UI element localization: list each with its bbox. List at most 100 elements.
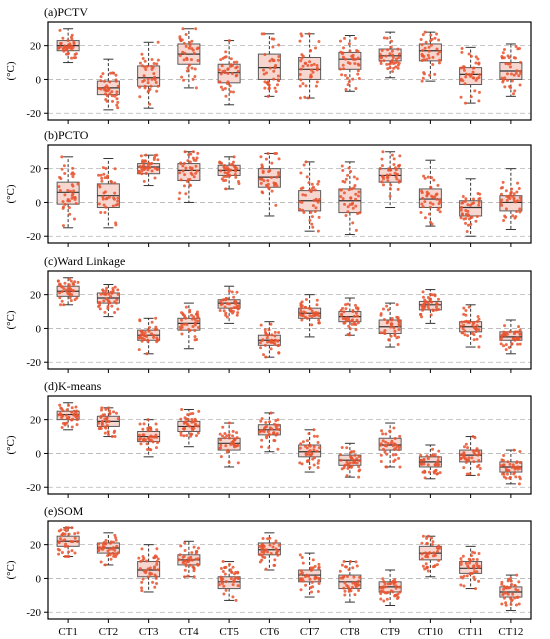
data-point xyxy=(269,411,273,415)
data-point xyxy=(357,588,361,592)
data-point xyxy=(460,46,464,50)
data-point xyxy=(154,575,158,579)
data-point xyxy=(383,328,387,332)
data-point xyxy=(423,176,427,180)
data-point xyxy=(438,58,442,62)
data-point xyxy=(317,198,321,202)
data-point xyxy=(341,63,345,67)
data-point xyxy=(62,287,66,291)
data-point xyxy=(464,313,468,317)
data-point xyxy=(181,27,185,31)
data-point xyxy=(463,221,467,225)
data-point xyxy=(113,94,117,98)
box-CT7 xyxy=(298,32,322,100)
data-point xyxy=(113,311,117,315)
data-point xyxy=(155,435,159,439)
data-point xyxy=(65,416,69,420)
data-point xyxy=(298,72,302,76)
data-point xyxy=(274,90,278,94)
data-point xyxy=(271,45,275,49)
data-point xyxy=(476,57,480,61)
data-point xyxy=(312,445,316,449)
data-point xyxy=(100,176,104,180)
data-point xyxy=(75,296,79,300)
data-point xyxy=(355,314,359,318)
data-point xyxy=(104,407,108,411)
data-point xyxy=(180,332,184,336)
data-point xyxy=(381,432,385,436)
data-point xyxy=(378,166,382,170)
data-point xyxy=(266,340,270,344)
data-point xyxy=(340,312,344,316)
box-CT8 xyxy=(338,35,362,92)
data-point xyxy=(232,445,236,449)
data-point xyxy=(509,579,513,583)
x-tick-label: CT1 xyxy=(58,626,78,638)
data-point xyxy=(259,323,263,327)
data-point xyxy=(386,67,390,71)
data-point xyxy=(475,77,479,81)
data-point xyxy=(277,351,281,355)
data-point xyxy=(155,562,159,566)
data-point xyxy=(317,562,321,566)
data-point xyxy=(462,312,466,316)
data-point xyxy=(150,572,154,576)
data-point xyxy=(110,90,114,94)
data-point xyxy=(475,447,479,451)
data-point xyxy=(110,435,114,439)
data-point xyxy=(104,420,108,424)
data-point xyxy=(105,196,109,200)
box-iqr xyxy=(459,449,483,463)
data-point xyxy=(462,574,466,578)
data-point xyxy=(70,56,74,60)
data-point xyxy=(60,290,64,294)
data-point xyxy=(266,179,270,183)
data-point xyxy=(299,303,303,307)
data-point xyxy=(347,80,351,84)
data-point xyxy=(354,311,358,315)
data-point xyxy=(72,56,76,60)
data-point xyxy=(223,572,227,576)
data-point xyxy=(351,77,355,81)
data-point xyxy=(387,62,391,66)
data-point xyxy=(259,177,263,181)
data-point xyxy=(304,84,308,88)
data-point xyxy=(347,586,351,590)
data-point xyxy=(185,422,189,426)
data-point xyxy=(473,452,477,456)
data-point xyxy=(341,168,345,172)
data-point xyxy=(472,338,476,342)
data-point xyxy=(109,295,113,299)
data-point xyxy=(344,565,348,569)
data-point xyxy=(427,534,431,538)
data-point xyxy=(272,541,276,545)
data-point xyxy=(115,90,119,94)
data-point xyxy=(264,333,268,337)
data-point xyxy=(155,167,159,171)
data-point xyxy=(299,171,303,175)
data-point xyxy=(98,307,102,311)
data-point xyxy=(113,552,117,556)
data-point xyxy=(299,32,303,36)
data-point xyxy=(220,64,224,68)
data-point xyxy=(305,460,309,464)
data-point xyxy=(511,92,515,96)
data-point xyxy=(260,417,264,421)
data-point xyxy=(301,561,305,565)
data-point xyxy=(308,443,312,447)
data-point xyxy=(59,41,63,45)
data-point xyxy=(381,150,385,154)
data-point xyxy=(464,561,468,565)
data-point xyxy=(385,36,389,40)
data-point xyxy=(190,418,194,422)
data-point xyxy=(477,564,481,568)
data-point xyxy=(499,201,503,205)
data-point xyxy=(351,566,355,570)
x-tick-label: CT4 xyxy=(179,626,199,638)
data-point xyxy=(137,556,141,560)
data-point xyxy=(398,465,402,469)
data-point xyxy=(99,79,103,83)
data-point xyxy=(270,161,274,165)
data-point xyxy=(108,80,112,84)
